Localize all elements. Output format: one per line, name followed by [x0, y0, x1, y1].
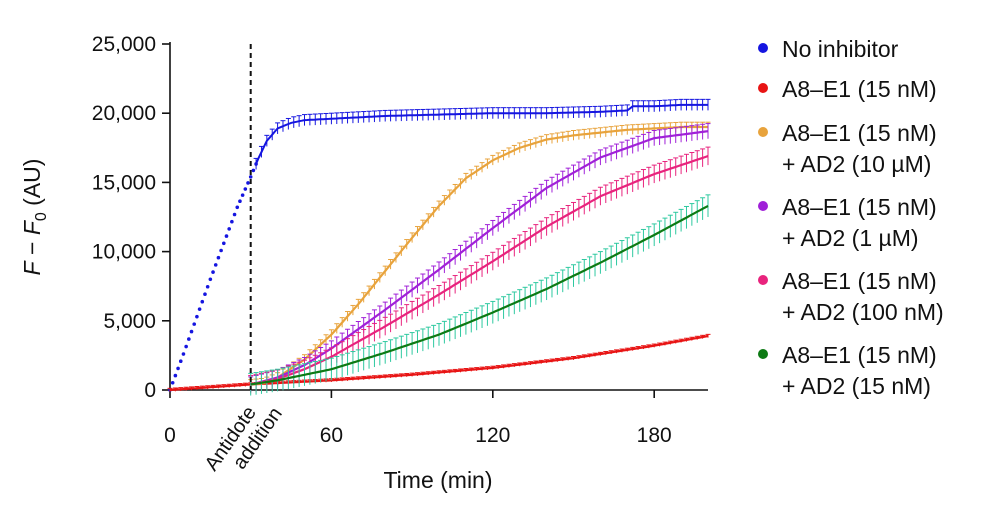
- series-1: [168, 98, 711, 392]
- legend-label: A8–E1 (15 nM): [782, 120, 937, 146]
- y-axis-title: F − F0 (AU): [19, 159, 50, 276]
- antidote-annotation: Antidoteaddition: [201, 44, 287, 488]
- series-line: [255, 103, 708, 165]
- axes: 0 5,000 10,000 15,000 20,000 25,000 0 60 120 180 T…: [19, 33, 708, 493]
- data-point: [200, 299, 205, 304]
- legend-item-6: A8–E1 (15 nM) + AD2 (15 nM): [758, 342, 937, 399]
- legend-label: A8–E1 (15 nM): [782, 268, 937, 294]
- x-tick-label: 0: [164, 424, 176, 447]
- x-tick-label: 120: [475, 424, 510, 447]
- data-point: [176, 366, 180, 371]
- legend-marker: [758, 43, 768, 53]
- y-tick-label: 5,000: [103, 310, 156, 333]
- series-3: [248, 121, 711, 390]
- legend-label: + AD2 (100 nM): [782, 299, 944, 325]
- legend-label: + AD2 (10 µM): [782, 151, 931, 177]
- data-point: [195, 314, 199, 319]
- legend-marker: [758, 83, 768, 93]
- y-tick-label: 0: [144, 379, 156, 402]
- series-6: [248, 194, 711, 396]
- legend-label: A8–E1 (15 nM): [782, 342, 937, 368]
- legend-marker: [758, 201, 768, 211]
- y-tick-label: 15,000: [92, 171, 156, 194]
- data-point: [227, 227, 231, 231]
- y-axis-title-part: −: [19, 235, 45, 261]
- series-4: [248, 123, 711, 393]
- data-point: [219, 248, 223, 253]
- data-point: [203, 292, 207, 297]
- legend-label: No inhibitor: [782, 36, 899, 62]
- series-line: [250, 125, 708, 386]
- data-point: [197, 307, 202, 311]
- y-axis-title-unit: (AU): [19, 159, 45, 213]
- data-point: [238, 199, 242, 204]
- legend-marker: [758, 275, 768, 285]
- legend-marker: [758, 349, 768, 359]
- data-point: [224, 234, 229, 238]
- plot-area: [167, 98, 711, 396]
- data-point: [189, 329, 194, 334]
- legend-label: A8–E1 (15 nM): [782, 194, 937, 220]
- legend-label: A8–E1 (15 nM): [782, 76, 937, 102]
- legend-label: + AD2 (1 µM): [782, 225, 919, 251]
- legend-item-4: A8–E1 (15 nM) + AD2 (1 µM): [758, 194, 937, 251]
- data-point: [248, 175, 253, 179]
- y-axis-title-subscript: 0: [33, 212, 50, 221]
- legend-label: + AD2 (15 nM): [782, 373, 931, 399]
- y-tick-label: 10,000: [92, 241, 156, 264]
- data-point: [230, 219, 234, 224]
- data-point: [205, 284, 210, 289]
- data-point: [187, 337, 191, 341]
- x-axis-title: Time (min): [383, 467, 492, 493]
- y-axis-title-part: F: [19, 259, 45, 275]
- antidote-label: Antidoteaddition: [201, 391, 287, 488]
- data-point: [170, 381, 175, 385]
- legend: No inhibitor A8–E1 (15 nM) A8–E1 (15 nM) + …: [758, 36, 944, 399]
- legend-marker: [758, 127, 768, 137]
- data-point: [211, 270, 215, 274]
- x-tick-label: 60: [320, 424, 343, 447]
- data-point: [213, 263, 218, 267]
- series-line: [250, 204, 709, 386]
- data-point: [235, 205, 240, 210]
- data-point: [178, 359, 183, 364]
- series-line: [250, 130, 709, 386]
- legend-item-3: A8–E1 (15 nM) + AD2 (10 µM): [758, 120, 937, 177]
- data-point: [243, 187, 248, 191]
- data-point: [222, 241, 226, 246]
- series-line: [250, 155, 709, 386]
- legend-item-5: A8–E1 (15 nM) + AD2 (100 nM): [758, 268, 944, 325]
- data-point: [240, 193, 245, 197]
- data-point: [184, 344, 188, 349]
- data-point: [181, 352, 186, 356]
- data-point: [192, 322, 197, 326]
- x-tick-label: 180: [637, 424, 672, 447]
- legend-item-2: A8–E1 (15 nM): [758, 76, 937, 102]
- data-point: [251, 168, 256, 173]
- data-point: [246, 181, 250, 185]
- data-point: [173, 373, 178, 378]
- y-axis-title-part: F: [19, 219, 45, 235]
- legend-item-1: No inhibitor: [758, 36, 899, 62]
- data-point: [208, 277, 213, 282]
- data-point: [216, 255, 221, 260]
- data-point: [232, 212, 237, 217]
- y-tick-label: 25,000: [92, 33, 156, 56]
- y-tick-label: 20,000: [92, 102, 156, 125]
